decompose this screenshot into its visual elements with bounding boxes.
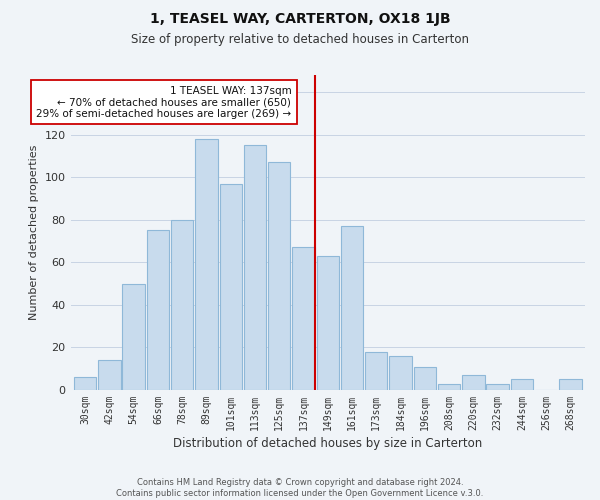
Text: 1, TEASEL WAY, CARTERTON, OX18 1JB: 1, TEASEL WAY, CARTERTON, OX18 1JB [149, 12, 451, 26]
Text: Size of property relative to detached houses in Carterton: Size of property relative to detached ho… [131, 32, 469, 46]
Bar [292, 248, 314, 390]
Y-axis label: Number of detached properties: Number of detached properties [29, 145, 39, 320]
Bar [98, 360, 121, 390]
Bar [122, 284, 145, 390]
Bar [559, 380, 581, 390]
Bar [195, 139, 218, 390]
Bar [171, 220, 193, 390]
Bar [317, 256, 339, 390]
Bar [341, 226, 363, 390]
Bar [462, 375, 485, 390]
Bar [147, 230, 169, 390]
Bar [389, 356, 412, 390]
Text: Contains HM Land Registry data © Crown copyright and database right 2024.
Contai: Contains HM Land Registry data © Crown c… [116, 478, 484, 498]
Bar [244, 145, 266, 390]
Bar [220, 184, 242, 390]
Bar [438, 384, 460, 390]
Bar [413, 366, 436, 390]
Bar [365, 352, 388, 390]
X-axis label: Distribution of detached houses by size in Carterton: Distribution of detached houses by size … [173, 437, 482, 450]
Text: 1 TEASEL WAY: 137sqm
← 70% of detached houses are smaller (650)
29% of semi-deta: 1 TEASEL WAY: 137sqm ← 70% of detached h… [36, 86, 292, 119]
Bar [511, 380, 533, 390]
Bar [74, 377, 96, 390]
Bar [268, 162, 290, 390]
Bar [487, 384, 509, 390]
